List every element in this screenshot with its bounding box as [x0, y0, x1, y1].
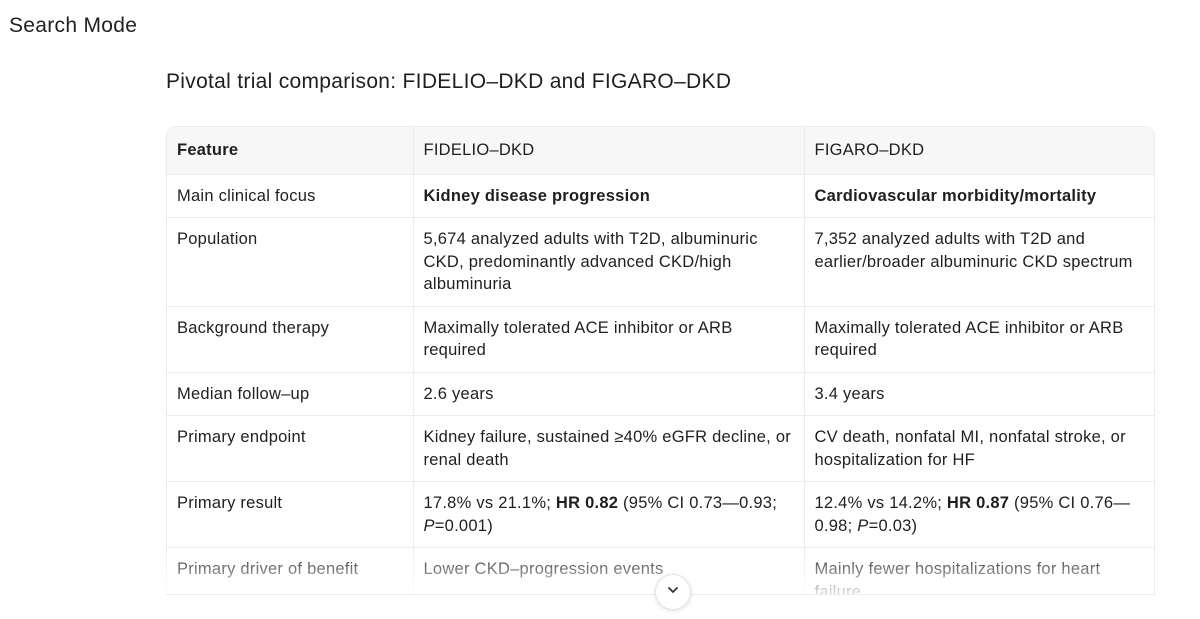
table-row: Population 5,674 analyzed adults with T2… [167, 217, 1154, 306]
figaro-cell: Cardiovascular morbidity/mortality [803, 173, 1154, 218]
column-header-fidelio: FIDELIO–DKD [412, 127, 804, 174]
p-value-label: P [857, 516, 869, 535]
p-value: =0.03) [868, 516, 918, 535]
fidelio-cell: 5,674 analyzed adults with T2D, albuminu… [412, 217, 804, 306]
row-feature-cell: Primary driver of benefit [167, 547, 413, 594]
confidence-interval: (95% CI 0.73—0.93; [618, 494, 778, 512]
row-feature-cell: Median follow–up [167, 371, 413, 416]
row-feature-cell: Main clinical focus [167, 173, 413, 218]
fidelio-cell: Kidney disease progression [412, 173, 804, 218]
table-header-row: Feature FIDELIO–DKD FIGARO–DKD [167, 127, 1154, 174]
chevron-down-icon [666, 583, 680, 602]
fidelio-cell: 2.6 years [412, 371, 804, 416]
figaro-cell: Maximally tolerated ACE inhibitor or ARB… [803, 305, 1154, 372]
trial-comparison-table: Feature FIDELIO–DKD FIGARO–DKD Main clin… [167, 127, 1154, 594]
result-text: 17.8% vs 21.1%; [423, 494, 556, 512]
column-header-figaro: FIGARO–DKD [803, 127, 1154, 174]
result-text: 12.4% vs 14.2%; [814, 494, 947, 512]
table-row: Primary endpoint Kidney failure, sustain… [167, 415, 1154, 482]
row-feature-cell: Population [167, 217, 413, 306]
confidence-interval: (95% CI 0.76—0.98; [814, 494, 1131, 535]
table-row: Primary result 17.8% vs 21.1%; HR 0.82 (… [167, 481, 1154, 548]
hazard-ratio: HR 0.87 [946, 494, 1010, 512]
figaro-cell: 3.4 years [803, 371, 1154, 416]
search-mode-label: Search Mode [9, 14, 138, 37]
table-row: Median follow–up 2.6 years 3.4 years [167, 371, 1154, 416]
fidelio-cell: Lower CKD–progression events [412, 547, 804, 594]
scroll-down-button[interactable] [655, 574, 691, 610]
table-row: Main clinical focus Kidney disease progr… [167, 173, 1154, 218]
row-feature-cell: Background therapy [167, 305, 413, 372]
p-value: =0.001) [434, 516, 493, 535]
row-feature-cell: Primary endpoint [167, 415, 413, 482]
fidelio-cell: Kidney failure, sustained ≥40% eGFR decl… [412, 415, 804, 482]
figaro-cell: Mainly fewer hospitalizations for heart … [803, 547, 1154, 594]
table-row: Background therapy Maximally tolerated A… [167, 305, 1154, 372]
figaro-cell: CV death, nonfatal MI, nonfatal stroke, … [803, 415, 1154, 482]
p-value-label: P [423, 516, 435, 535]
row-feature-cell: Primary result [167, 481, 413, 548]
figaro-cell: 7,352 analyzed adults with T2D and earli… [803, 217, 1154, 306]
figaro-cell: 12.4% vs 14.2%; HR 0.87 (95% CI 0.76—0.9… [803, 481, 1154, 548]
trial-comparison-table-container[interactable]: Feature FIDELIO–DKD FIGARO–DKD Main clin… [166, 126, 1155, 595]
fidelio-cell: 17.8% vs 21.1%; HR 0.82 (95% CI 0.73—0.9… [412, 481, 804, 548]
section-heading: Pivotal trial comparison: FIDELIO–DKD an… [166, 70, 732, 93]
column-header-feature: Feature [167, 127, 413, 174]
hazard-ratio: HR 0.82 [555, 494, 619, 512]
fidelio-cell: Maximally tolerated ACE inhibitor or ARB… [412, 305, 804, 372]
